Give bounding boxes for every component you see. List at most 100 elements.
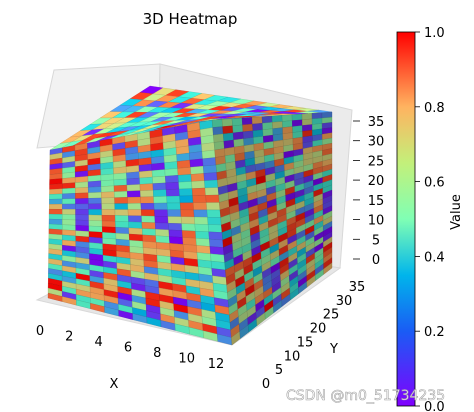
y-axis-label: Y <box>329 342 338 357</box>
voxel <box>190 165 204 175</box>
voxel <box>100 173 114 181</box>
y-tick-label: 0 <box>262 377 270 392</box>
voxel <box>114 203 129 210</box>
x-tick-label: 2 <box>65 330 73 345</box>
voxel <box>222 125 234 135</box>
voxel <box>49 203 63 210</box>
voxel <box>165 175 179 184</box>
voxel <box>166 195 181 204</box>
voxel <box>88 214 103 222</box>
voxel <box>181 223 196 232</box>
y-tick-label: 35 <box>349 280 366 295</box>
voxel <box>127 196 141 204</box>
voxel <box>114 197 128 204</box>
voxel <box>88 192 102 199</box>
voxel <box>271 115 283 123</box>
voxel-face-right <box>211 111 333 346</box>
y-tick-label: 10 <box>284 349 301 364</box>
y-tick-label: 15 <box>297 335 314 350</box>
x-tick-label: 10 <box>178 352 195 367</box>
voxel <box>138 163 153 172</box>
colorbar-gradient <box>396 31 416 407</box>
voxel <box>151 162 165 171</box>
voxel <box>207 224 223 233</box>
voxel <box>75 176 89 183</box>
x-tick-label: 12 <box>208 357 225 372</box>
voxel <box>48 213 63 220</box>
voxel <box>75 187 89 194</box>
voxel <box>140 203 155 210</box>
voxel <box>231 117 243 126</box>
voxel <box>113 184 128 192</box>
voxel <box>192 195 207 203</box>
voxel <box>281 114 293 122</box>
voxel <box>113 172 127 181</box>
voxel <box>126 184 141 192</box>
voxel <box>88 225 103 233</box>
voxel <box>232 131 244 141</box>
voxel <box>75 209 89 216</box>
voxel <box>49 198 63 205</box>
voxel <box>75 225 90 232</box>
voxel <box>62 198 76 205</box>
voxel <box>127 203 142 210</box>
voxel <box>180 216 195 225</box>
voxel <box>142 234 157 243</box>
voxel <box>262 122 273 130</box>
voxel <box>88 209 103 216</box>
voxel <box>177 167 192 176</box>
voxel <box>241 117 253 126</box>
voxel <box>140 196 155 204</box>
colorbar-tick-label: 0.6 <box>424 176 445 191</box>
voxel <box>272 121 283 129</box>
z-tick-label: 0 <box>372 253 380 268</box>
voxel <box>205 194 220 203</box>
voxel <box>206 202 221 211</box>
voxel <box>139 183 154 191</box>
y-tick-label: 30 <box>336 294 353 309</box>
voxel <box>242 123 254 132</box>
voxel <box>282 120 293 128</box>
voxel <box>209 238 224 248</box>
voxel <box>181 230 197 239</box>
voxel-face-front <box>47 119 233 346</box>
voxel <box>291 113 303 121</box>
voxel <box>194 216 209 225</box>
z-axis-ticks: 0 5 10 15 20 25 30 35 <box>353 115 384 268</box>
voxel <box>211 119 223 128</box>
voxel <box>141 209 155 217</box>
voxel <box>164 168 179 177</box>
voxel <box>261 115 273 124</box>
voxel <box>113 166 127 175</box>
voxel <box>75 192 89 199</box>
z-tick-label: 20 <box>368 174 385 189</box>
voxel <box>193 202 208 211</box>
voxel <box>102 232 117 240</box>
voxel <box>62 209 76 215</box>
voxel <box>48 209 63 215</box>
voxel <box>101 215 116 222</box>
voxel <box>114 215 129 222</box>
voxel <box>101 197 115 204</box>
z-tick-label: 15 <box>368 194 385 209</box>
voxel <box>208 231 223 241</box>
voxel <box>101 203 116 210</box>
z-tick-label: 35 <box>368 115 385 130</box>
voxel <box>179 202 194 211</box>
voxel <box>164 161 178 170</box>
voxel <box>101 220 116 228</box>
voxel <box>62 203 76 210</box>
voxel <box>212 126 224 136</box>
colorbar-tick-label: 0.0 <box>424 400 445 412</box>
voxel <box>191 187 206 196</box>
voxel <box>114 191 128 198</box>
voxel <box>154 216 169 224</box>
voxel <box>311 112 323 120</box>
voxel <box>180 209 195 218</box>
voxel <box>154 222 169 231</box>
voxel <box>49 188 63 195</box>
voxel <box>190 173 205 182</box>
voxel <box>204 179 219 189</box>
voxel <box>193 209 208 218</box>
